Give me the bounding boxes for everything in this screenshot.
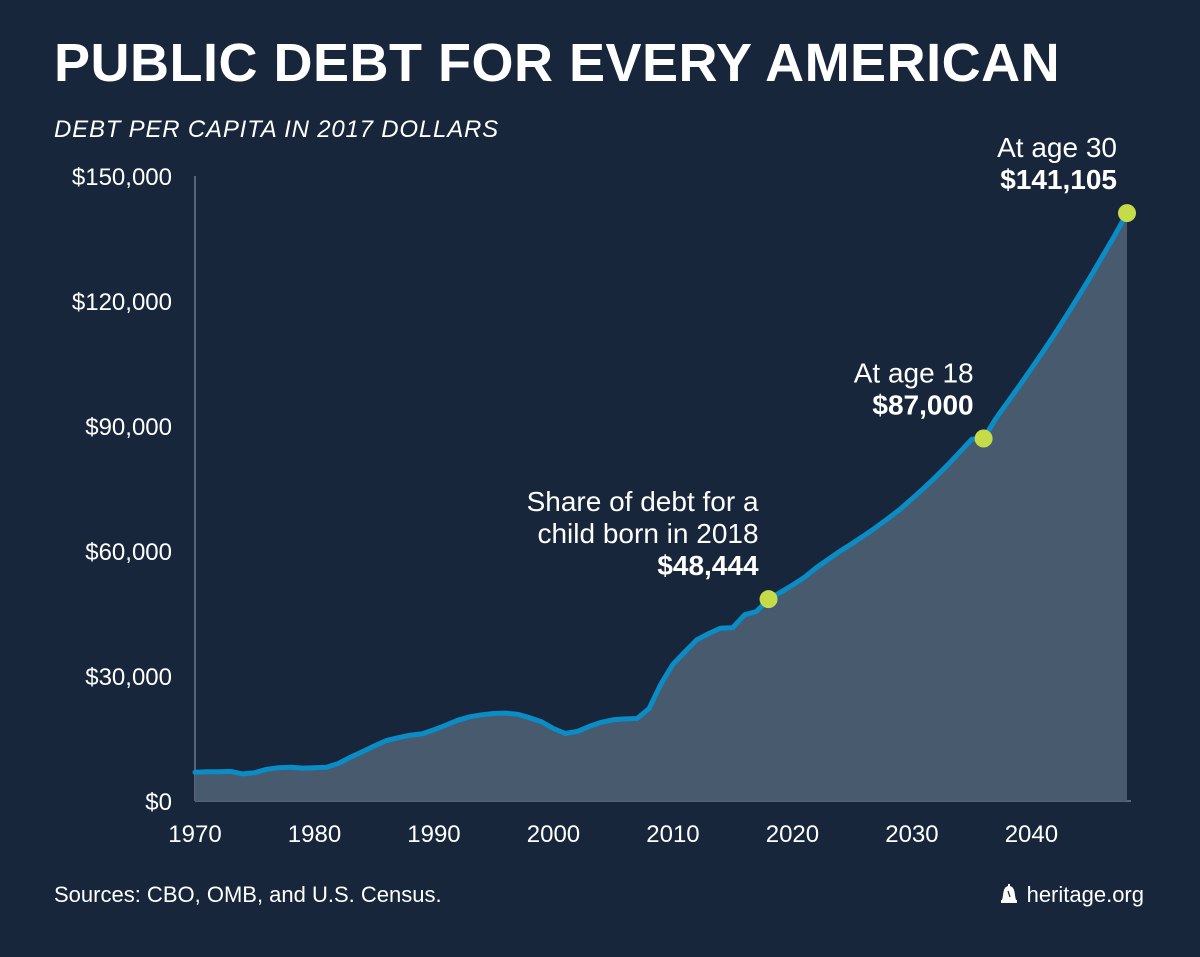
liberty-bell-icon [1000,884,1017,903]
x-tick-label: 2010 [646,821,699,848]
annotation-marker [974,429,993,448]
site-credit[interactable]: heritage.org [999,882,1144,908]
y-axis-labels: $0 $30,000 $60,000 $90,000 $120,000 $150,000 [72,164,172,816]
y-tick-label: $30,000 [85,664,172,691]
y-tick-label: $0 [145,789,172,816]
annotation-marker [759,590,778,609]
annotation-label: Share of debt for a [527,486,759,517]
annotation-marker [1118,204,1136,223]
debt-area-fill [195,213,1127,802]
y-tick-label: $90,000 [85,414,172,441]
x-tick-label: 2030 [885,821,938,848]
x-tick-label: 2000 [527,821,580,848]
debt-series-line [192,210,1130,777]
x-axis-labels: 1970 1980 1990 2000 2010 2020 2030 2040 [168,821,1058,848]
annotation-label: At age 30 [997,132,1117,163]
y-tick-label: $120,000 [72,289,172,316]
sources-note: Sources: CBO, OMB, and U.S. Census. [54,882,442,907]
annotation-label: child born in 2018 [537,518,758,549]
annotation-value: $48,444 [657,550,759,581]
x-tick-label: 1970 [168,821,221,848]
x-tick-label: 1980 [288,821,341,848]
x-tick-label: 2020 [766,821,819,848]
y-tick-label: $150,000 [72,164,172,191]
annotation-value: $141,105 [1000,164,1117,195]
annotation-label: At age 18 [854,358,974,389]
y-tick-label: $60,000 [85,539,172,566]
x-tick-label: 1990 [407,821,460,848]
site-url[interactable]: heritage.org [1026,882,1144,907]
annotation-value: $87,000 [872,390,973,421]
chart-subtitle: DEBT PER CAPITA IN 2017 DOLLARS [54,116,499,143]
x-tick-label: 2040 [1005,821,1058,848]
chart-title: PUBLIC DEBT FOR EVERY AMERICAN [54,33,1061,93]
